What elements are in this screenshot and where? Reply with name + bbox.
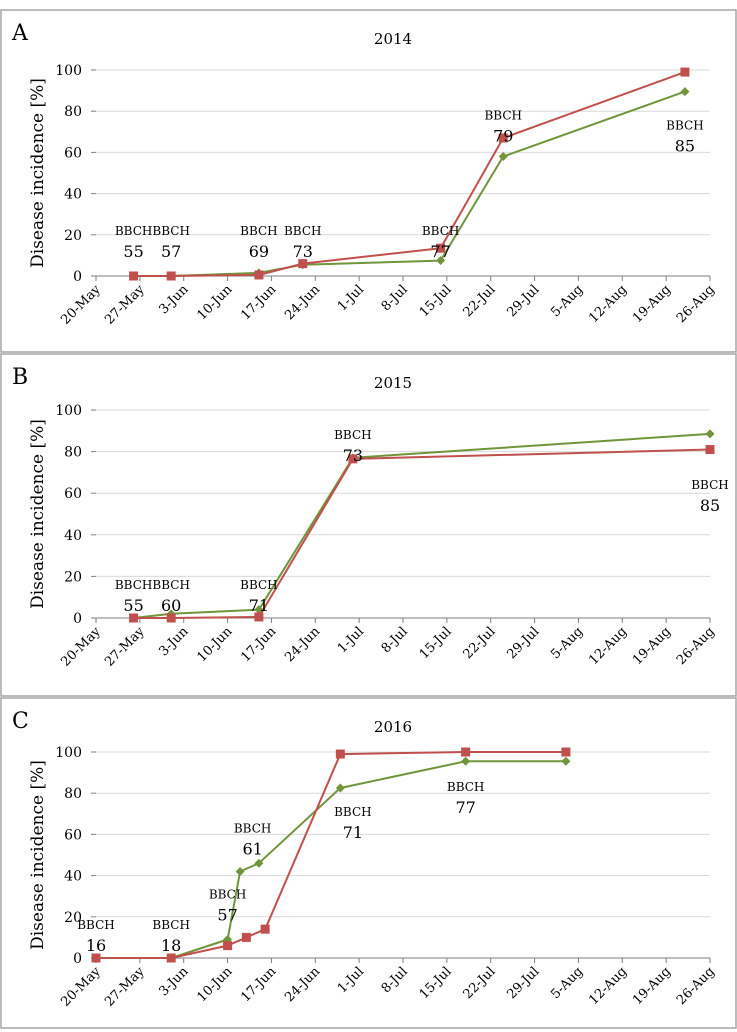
series-2-point	[91, 953, 101, 963]
bbch-label: BBCH	[77, 918, 115, 932]
y-tick-label: 100	[55, 63, 82, 79]
bbch-stage: 85	[675, 137, 695, 156]
bbch-label: BBCH	[284, 224, 322, 238]
bbch-stage: 55	[123, 242, 143, 261]
bbch-stage: 77	[430, 242, 450, 261]
series-1-point	[235, 866, 245, 876]
bbch-stage: 85	[700, 496, 720, 515]
series-2-point	[298, 259, 308, 269]
y-tick-label: 20	[64, 569, 82, 585]
series-2-point	[680, 67, 690, 77]
bbch-stage: 77	[455, 798, 475, 817]
bbch-label: BBCH	[447, 780, 485, 794]
y-tick-label: 100	[55, 403, 82, 419]
series-1-point	[461, 756, 471, 766]
panel-letter: B	[12, 365, 28, 390]
y-tick-label: 0	[73, 611, 82, 627]
series-2-point	[260, 924, 270, 934]
bbch-stage: 57	[161, 242, 181, 261]
series-2-point	[561, 747, 571, 757]
series-2-point	[705, 445, 715, 455]
series-2-line	[96, 751, 566, 959]
series-1-point	[561, 756, 571, 766]
y-tick-label: 60	[64, 145, 82, 161]
bbch-label: BBCH	[691, 478, 729, 492]
y-tick-label: 100	[55, 745, 82, 761]
y-tick-label: 0	[73, 269, 82, 285]
bbch-label: BBCH	[115, 224, 153, 238]
bbch-label: BBCH	[152, 224, 190, 238]
series-2-point	[348, 454, 358, 464]
bbch-stage: 73	[293, 242, 313, 261]
series-2-point	[498, 133, 508, 143]
y-axis-label: Disease incidence [%]	[28, 78, 48, 268]
bbch-stage: 16	[86, 936, 106, 955]
series-1-point	[680, 87, 690, 97]
bbch-stage: 60	[161, 596, 181, 615]
series-2-point	[254, 612, 264, 622]
series-2-point	[166, 271, 176, 281]
bbch-stage: 61	[242, 839, 262, 858]
chart-title: 2015	[374, 374, 412, 392]
bbch-label: BBCH	[234, 821, 272, 835]
y-tick-label: 40	[64, 869, 82, 885]
bbch-label: BBCH	[152, 578, 190, 592]
bbch-label: BBCH	[240, 578, 278, 592]
series-2-point	[335, 749, 345, 759]
panel-letter: A	[11, 21, 29, 46]
series-2-point	[166, 953, 176, 963]
bbch-label: BBCH	[666, 119, 704, 133]
bbch-label: BBCH	[334, 805, 372, 819]
chart-title: 2014	[374, 30, 412, 48]
series-2-point	[166, 613, 176, 623]
bbch-label: BBCH	[240, 224, 278, 238]
bbch-stage: 55	[123, 596, 143, 615]
series-2-point	[254, 270, 264, 280]
bbch-label: BBCH	[152, 918, 190, 932]
bbch-stage: 18	[161, 936, 181, 955]
y-tick-label: 80	[64, 445, 82, 461]
series-2-point	[223, 941, 233, 951]
bbch-label: BBCH	[334, 428, 372, 442]
y-tick-label: 60	[64, 827, 82, 843]
bbch-label: BBCH	[115, 578, 153, 592]
panel-frame	[0, 353, 737, 697]
bbch-label: BBCH	[422, 224, 460, 238]
chart-title: 2016	[374, 718, 412, 736]
series-2-point	[129, 271, 139, 281]
bbch-stage: 69	[249, 242, 269, 261]
bbch-stage: 71	[343, 823, 363, 842]
y-tick-label: 40	[64, 528, 82, 544]
series-1-point	[705, 429, 715, 439]
y-axis-label: Disease incidence [%]	[28, 419, 48, 609]
bbch-stage: 71	[249, 596, 269, 615]
series-1-point	[498, 152, 508, 162]
y-tick-label: 20	[64, 228, 82, 244]
y-tick-label: 40	[64, 187, 82, 203]
series-2-point	[129, 613, 139, 623]
series-2-point	[461, 747, 471, 757]
bbch-stage: 73	[343, 446, 363, 465]
y-tick-label: 0	[73, 951, 82, 967]
panel-frame	[0, 9, 737, 353]
y-tick-label: 60	[64, 486, 82, 502]
bbch-label: BBCH	[484, 108, 522, 122]
y-tick-label: 80	[64, 104, 82, 120]
series-2-point	[241, 932, 251, 942]
bbch-stage: 57	[217, 905, 237, 924]
series-1-point	[254, 858, 264, 868]
bbch-stage: 79	[493, 126, 513, 145]
y-tick-label: 80	[64, 786, 82, 802]
y-axis-label: Disease incidence [%]	[28, 760, 48, 950]
series-2-point	[436, 243, 446, 253]
y-tick-label: 20	[64, 910, 82, 926]
series-1-point	[436, 256, 446, 266]
panel-letter: C	[12, 709, 29, 734]
bbch-label: BBCH	[209, 887, 247, 901]
series-1-point	[335, 783, 345, 793]
